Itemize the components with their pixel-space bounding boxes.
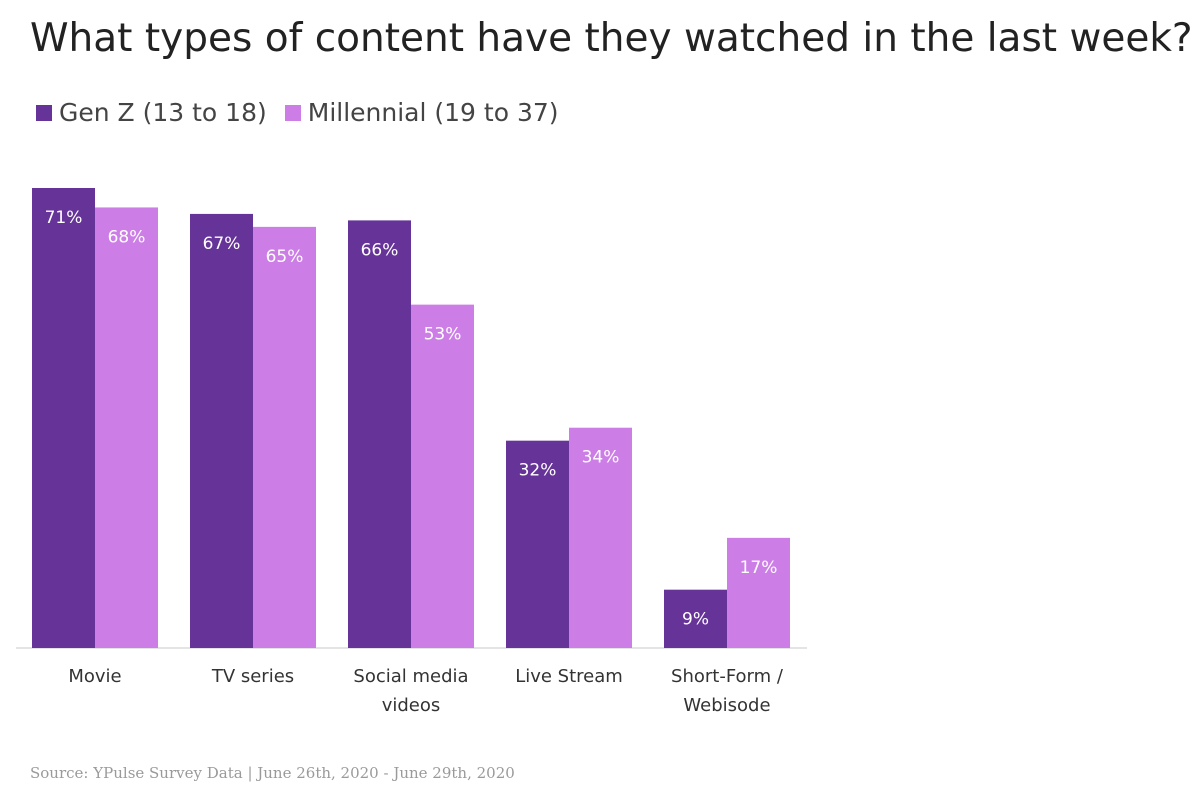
bar-millennial <box>727 537 790 648</box>
data-label: 67% <box>203 234 241 254</box>
category-label: Social media <box>353 666 468 687</box>
bar-millennial <box>569 427 632 648</box>
source-note: Source: YPulse Survey Data | June 26th, … <box>30 764 515 782</box>
category-label: Live Stream <box>515 666 623 687</box>
bar-millennial <box>253 226 316 649</box>
data-label: 34% <box>582 448 620 468</box>
legend-swatch-millennial <box>284 104 301 121</box>
chart-title: What types of content have they watched … <box>30 16 1193 61</box>
data-label: 17% <box>740 558 778 578</box>
data-label: 68% <box>108 227 146 247</box>
legend-item-millennial: Millennial (19 to 37) <box>284 98 559 127</box>
category-label: Movie <box>68 666 121 687</box>
legend: Gen Z (13 to 18) Millennial (19 to 37) <box>36 98 577 127</box>
bar-millennial <box>95 207 158 648</box>
legend-swatch-genz <box>36 104 52 121</box>
legend-label-genz: Gen Z (13 to 18) <box>59 98 267 127</box>
bar-genz <box>664 589 727 648</box>
category-label: Short-Form / <box>671 666 784 687</box>
category-label: Webisode <box>683 695 770 716</box>
bar-genz <box>348 220 411 649</box>
legend-label-millennial: Millennial (19 to 37) <box>307 98 559 127</box>
data-label: 32% <box>519 461 557 481</box>
bar-genz <box>32 188 95 648</box>
category-label: videos <box>382 695 441 716</box>
data-label: 9% <box>682 610 709 630</box>
data-label: 53% <box>424 325 462 345</box>
bar-genz <box>190 213 253 648</box>
bar-genz <box>506 440 569 648</box>
data-label: 66% <box>361 240 399 260</box>
bar-millennial <box>411 304 474 648</box>
data-label: 65% <box>266 247 304 267</box>
category-label: TV series <box>211 666 294 687</box>
legend-item-genz: Gen Z (13 to 18) <box>36 98 267 127</box>
data-label: 71% <box>45 208 83 228</box>
